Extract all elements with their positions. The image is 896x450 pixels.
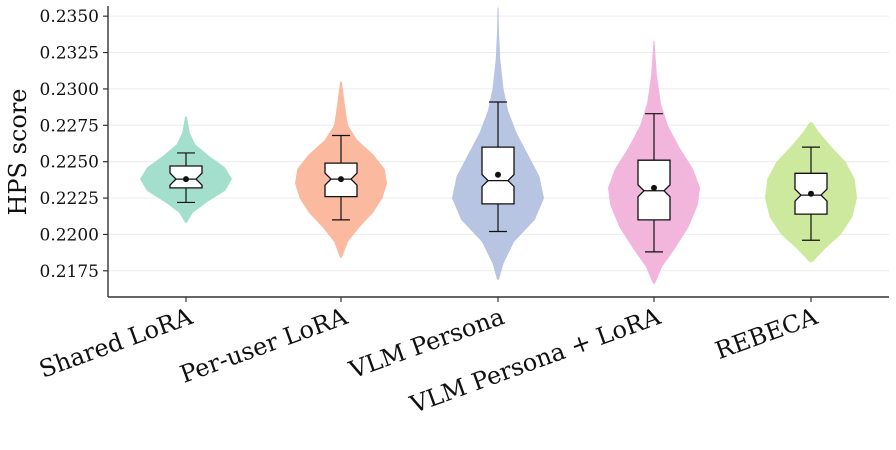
y-tick-label: 0.2350 [40, 7, 99, 27]
boxplot [481, 101, 515, 233]
x-tick-label: Per-user LoRA [176, 302, 351, 389]
y-tick-label: 0.2200 [40, 225, 99, 245]
boxplot [324, 134, 358, 221]
x-tick-label: Shared LoRA [35, 302, 196, 383]
y-tick-label: 0.2325 [40, 44, 99, 64]
mean-marker [183, 176, 189, 183]
y-axis-title: HPS score [4, 88, 32, 215]
mean-marker [338, 176, 344, 183]
y-tick-label: 0.2250 [40, 153, 99, 173]
boxplot [794, 146, 828, 241]
boxplot [637, 113, 671, 253]
y-tick-label: 0.2300 [40, 80, 99, 100]
mean-marker [651, 184, 657, 191]
boxplots [169, 101, 828, 253]
y-tick-label: 0.2175 [40, 262, 99, 282]
x-tick-label: REBECA [711, 302, 821, 365]
mean-marker [495, 171, 501, 178]
y-tick-label: 0.2275 [40, 116, 99, 136]
y-ticks: 0.2175 0.2200 0.2225 0.2250 0.2275 0.2300 0.23… [40, 7, 108, 282]
x-tick-label: VLM Persona + LoRA [406, 302, 665, 419]
boxplot [169, 152, 203, 204]
y-tick-label: 0.2225 [40, 189, 99, 209]
mean-marker [808, 190, 814, 197]
